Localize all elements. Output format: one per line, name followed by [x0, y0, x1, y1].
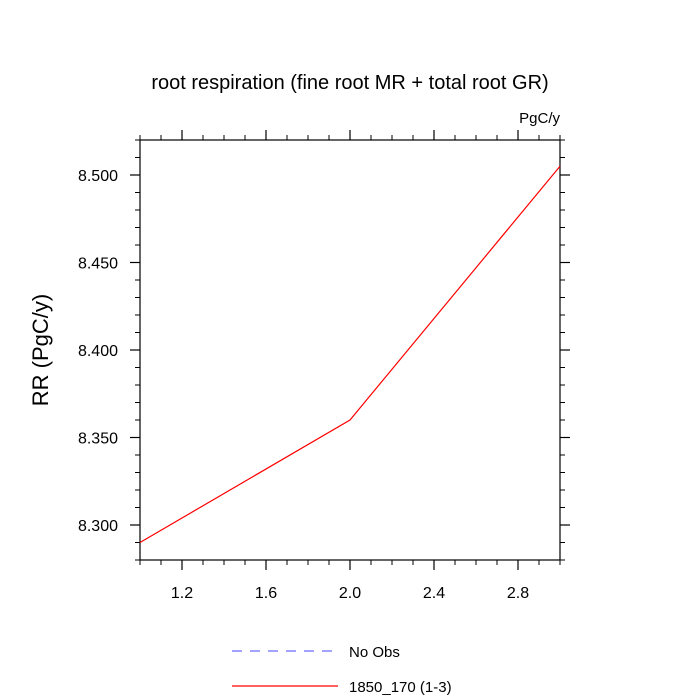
axis-ticks: 1.2 1.6 2.0 2.4 2.8 8.300 8.350 8.400 8.450 8.500 [78, 130, 570, 602]
legend-label: No Obs [349, 644, 400, 661]
series-layer [139, 165, 561, 544]
y-tick-label: 8.500 [78, 168, 118, 185]
y-tick-label: 8.400 [78, 343, 118, 360]
y-tick-label: 8.350 [78, 431, 118, 448]
chart-title: root respiration (fine root MR + total r… [151, 72, 548, 94]
units-label: PgC/y [519, 110, 560, 127]
y-tick-label: 8.300 [78, 518, 118, 535]
y-tick-label: 8.450 [78, 256, 118, 273]
x-tick-label: 2.0 [339, 585, 361, 602]
x-tick-label: 2.8 [507, 585, 529, 602]
plot-frame [139, 139, 561, 561]
x-tick-label: 2.4 [423, 585, 445, 602]
x-tick-label: 1.2 [171, 585, 193, 602]
legend: No Obs 1850_170 (1-3) [232, 644, 452, 696]
y-axis-label: RR (PgC/y) [28, 294, 53, 406]
legend-label: 1850_170 (1-3) [349, 679, 452, 696]
x-tick-label: 1.6 [255, 585, 277, 602]
series-line [139, 165, 561, 544]
